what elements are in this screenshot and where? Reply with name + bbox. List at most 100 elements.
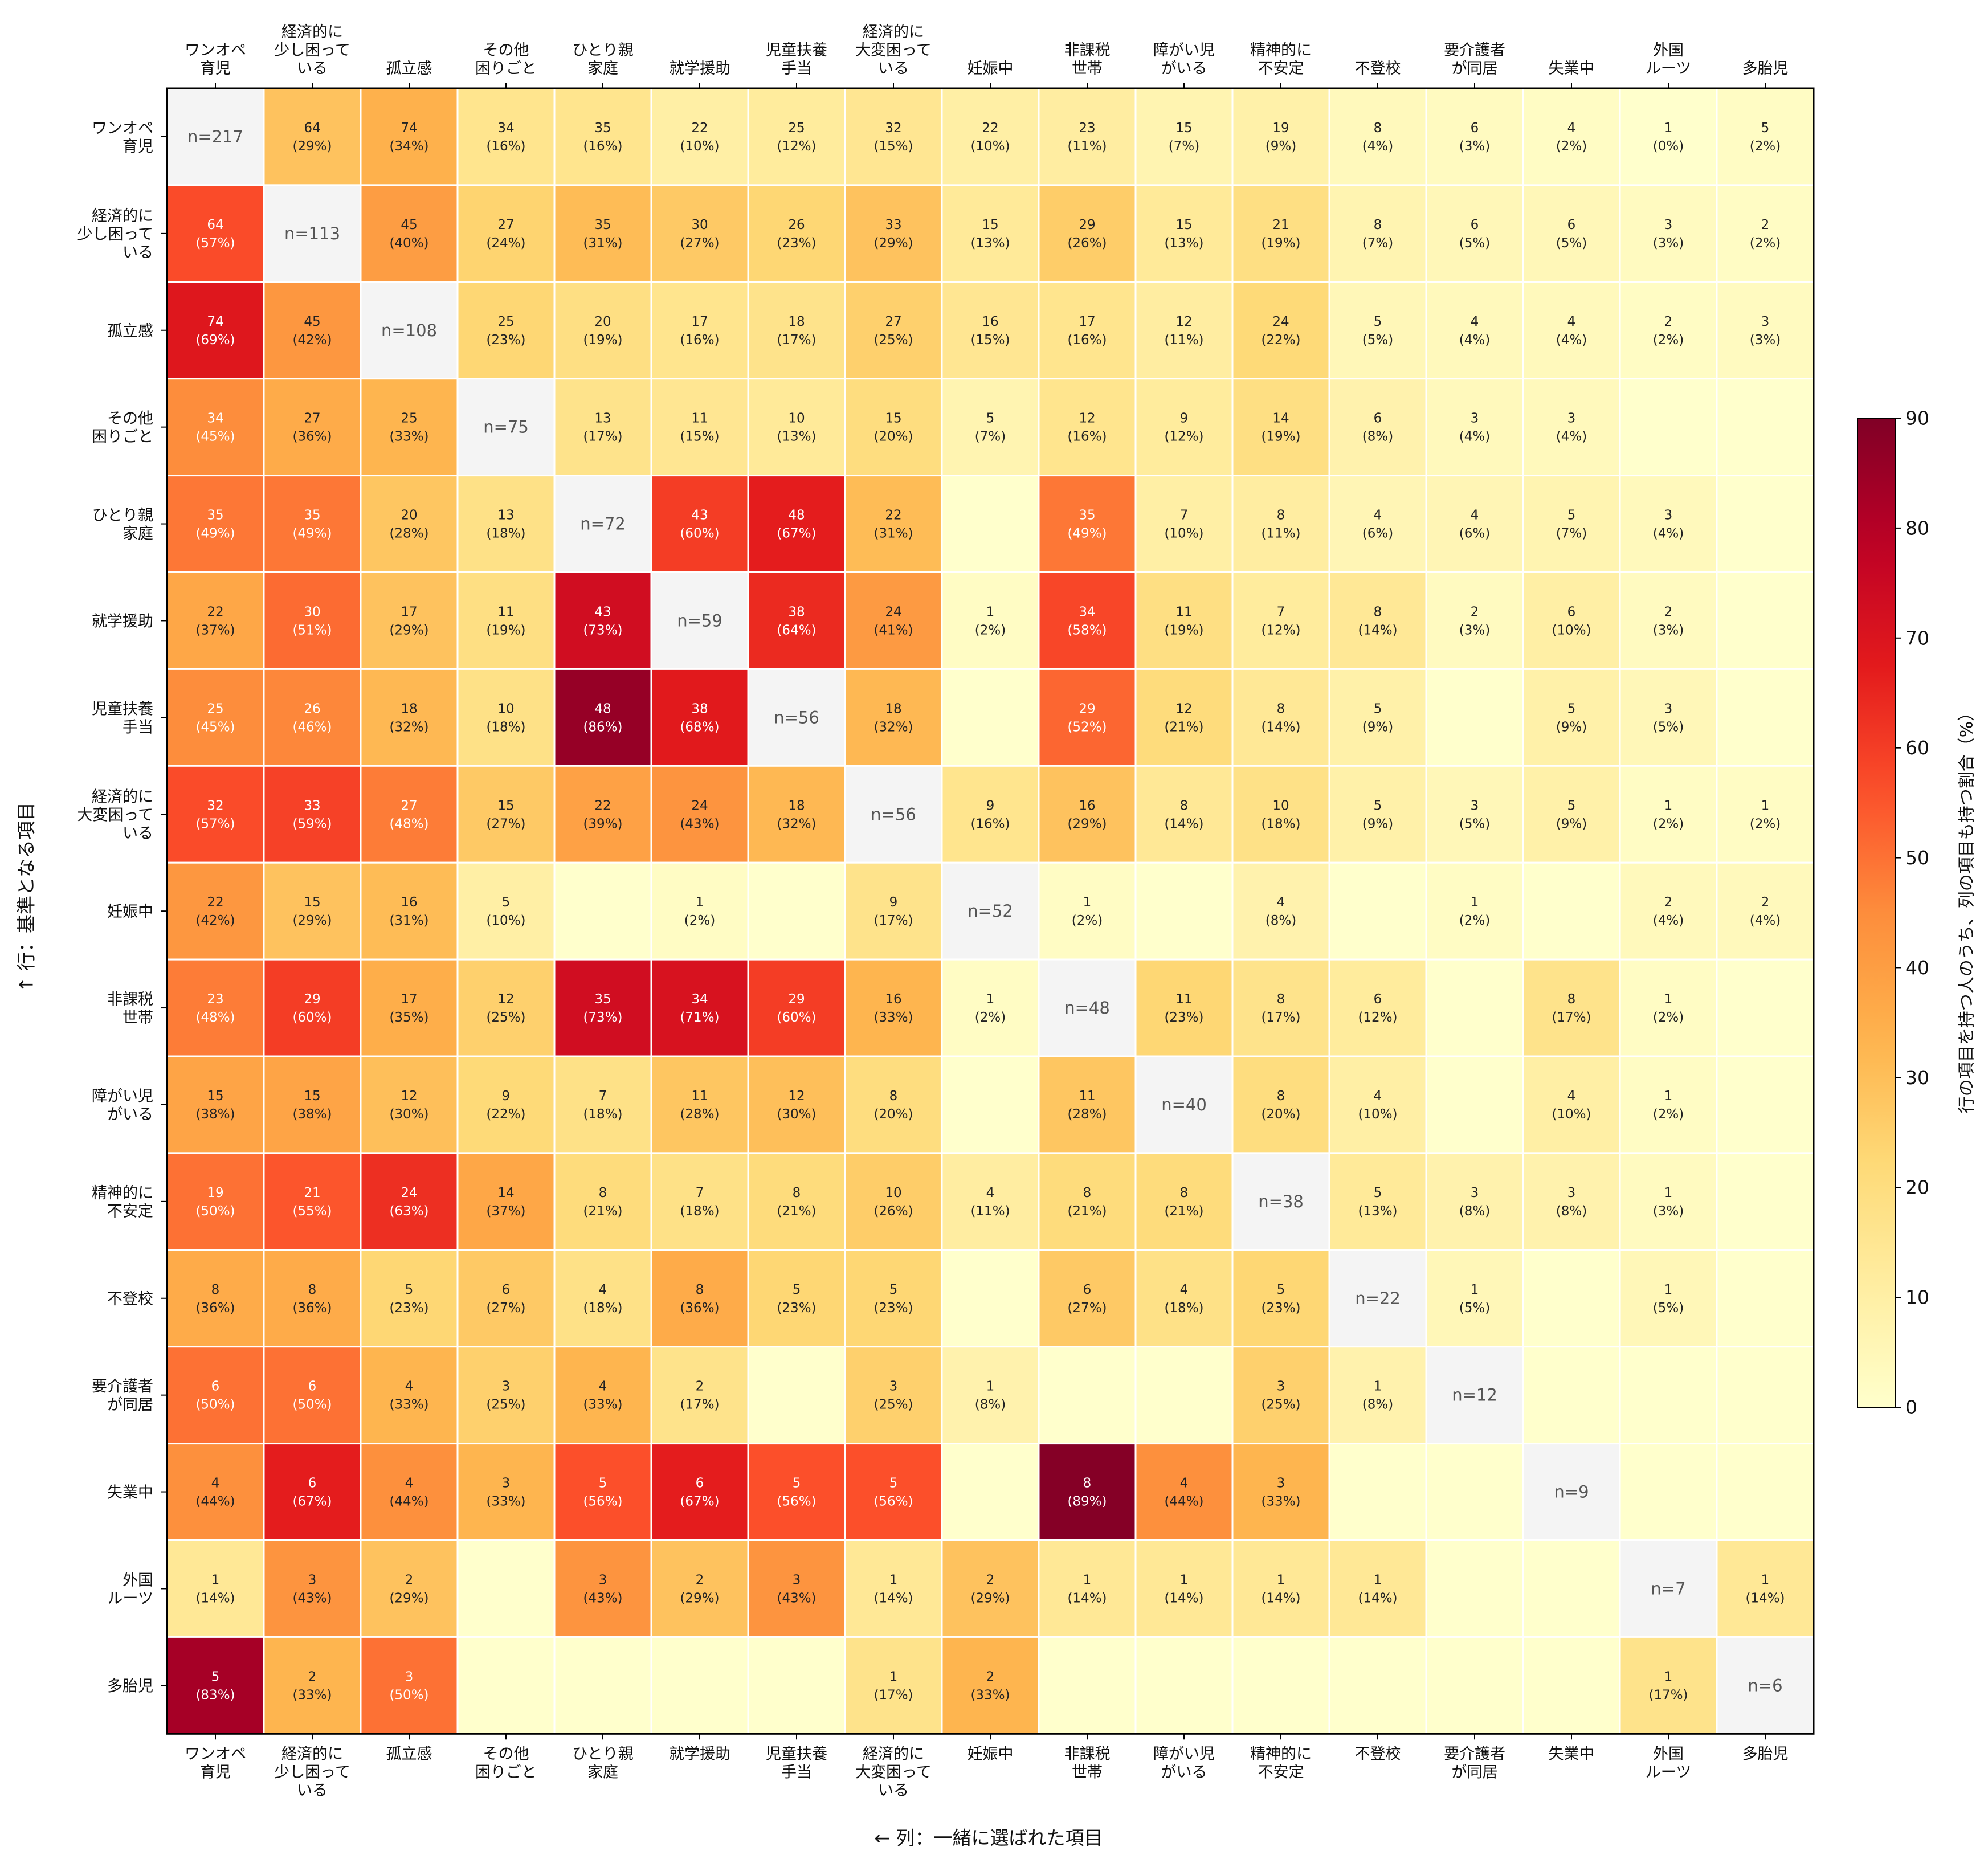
cell-percent-label: (22%) [486,1107,525,1122]
cell-percent-label: (41%) [873,623,913,638]
cell-count-label: 8 [889,1089,898,1104]
cell-count-label: 1 [889,1572,898,1587]
heatmap-cell [456,281,556,380]
heatmap-cell [166,571,265,670]
heatmap-cell [1134,281,1234,380]
heatmap-cell [1522,1539,1621,1638]
heatmap-cell [166,1539,265,1638]
cell-count-label: 20 [594,314,611,329]
bottom-column-tick-label: 要介護者が同居 [1444,1745,1505,1781]
heatmap-cell [1716,475,1815,573]
heatmap-cell [1231,1055,1330,1154]
heatmap-cell [747,1152,846,1251]
cell-count-label: 4 [1567,1089,1576,1104]
heatmap-cell [844,281,943,380]
cell-percent-label: (23%) [486,333,525,348]
cell-count-label: 33 [885,218,901,232]
cell-percent-label: (3%) [1750,333,1781,348]
bottom-column-tick-label: 多胎児 [1742,1745,1789,1763]
cell-count-label: 5 [405,1282,414,1297]
diagonal-cell [263,184,362,283]
heatmap-cell [360,1539,459,1638]
cell-count-label: 1 [1761,1572,1770,1587]
heatmap-cell [650,1443,749,1542]
cell-count-label: 5 [599,1476,607,1491]
cell-count-label: 5 [1374,701,1382,716]
heatmap-cell [166,1443,265,1542]
heatmap-cell [747,1249,846,1348]
cell-percent-label: (5%) [1459,236,1490,251]
cell-percent-label: (3%) [1459,623,1490,638]
cell-percent-label: (32%) [389,720,428,734]
heatmap-cell [844,958,943,1057]
cell-percent-label: (50%) [292,1398,332,1412]
cell-percent-label: (48%) [195,1010,235,1025]
heatmap-cell [1328,765,1427,864]
heatmap-cell [1716,1249,1815,1348]
cell-count-label: 3 [1567,1186,1576,1200]
heatmap-cell [941,1636,1040,1735]
heatmap-cell [1231,861,1330,961]
cell-count-label: 3 [1277,1476,1285,1491]
cell-percent-label: (20%) [1261,1107,1300,1122]
cell-count-label: 4 [1180,1282,1189,1297]
cell-count-label: 5 [211,1669,220,1684]
diagonal-n-label: n=12 [1452,1386,1497,1405]
cell-percent-label: (19%) [583,333,622,348]
heatmap-cell [1425,1249,1524,1348]
cell-percent-label: (71%) [680,1010,719,1025]
colorbar-tick-label: 0 [1905,1396,1917,1419]
axis-tick-labels: ワンオペ育児ワンオペ育児ワンオペ育児経済的に少し困っている経済的に少し困っている… [77,23,1788,1799]
heatmap-cell [1522,958,1621,1057]
cell-percent-label: (18%) [583,1301,622,1315]
cell-percent-label: (10%) [1552,1107,1591,1122]
cell-count-label: 27 [304,411,320,426]
cell-percent-label: (4%) [1653,526,1684,541]
cell-count-label: 43 [594,604,611,619]
cell-percent-label: (18%) [680,1204,719,1219]
heatmap-cell [263,1539,362,1638]
cell-percent-label: (50%) [195,1398,235,1412]
cell-count-label: 20 [401,508,417,523]
heatmap-cell [1328,184,1427,283]
cell-percent-label: (22%) [1261,333,1300,348]
heatmap-cell [941,668,1040,767]
heatmap-cell [1328,87,1427,186]
cell-percent-label: (44%) [195,1494,235,1509]
heatmap-cell [553,87,652,186]
colorbar-title: 行の項目を持つ人のうち、列の項目も持つ割合（%） [1957,704,1977,1114]
cell-count-label: 1 [1083,895,1092,910]
cell-count-label: 23 [207,992,223,1007]
cell-percent-label: (43%) [777,1591,816,1605]
cell-percent-label: (12%) [1358,1010,1397,1025]
cell-count-label: 1 [1664,992,1673,1007]
heatmap-cell [1038,571,1137,670]
cell-count-label: 2 [1664,314,1673,329]
heatmap-cell [747,184,846,283]
heatmap-cell [844,1249,943,1348]
heatmap-cell [650,765,749,864]
cell-count-label: 35 [594,121,611,136]
cell-count-label: 6 [1567,604,1576,619]
cell-percent-label: (14%) [1164,1591,1203,1605]
heatmap-cell [166,475,265,573]
heatmap-cell [166,958,265,1057]
heatmap-cell [1134,184,1234,283]
heatmap-cell [1231,1443,1330,1542]
cell-count-label: 1 [1083,1572,1092,1587]
heatmap-cell [553,668,652,767]
cell-count-label: 3 [599,1572,607,1587]
cell-percent-label: (3%) [1653,236,1684,251]
heatmap-cell [941,475,1040,573]
colorbar-tick-label: 10 [1905,1286,1929,1309]
cell-count-label: 26 [788,218,805,232]
cell-count-label: 32 [885,121,901,136]
cell-count-label: 6 [211,1379,220,1394]
cell-count-label: 25 [207,701,223,716]
cell-count-label: 11 [1175,604,1192,619]
cell-percent-label: (3%) [1653,1204,1684,1219]
heatmap-cell [553,1249,652,1348]
diagonal-n-label: n=75 [483,418,529,437]
diagonal-n-label: n=40 [1161,1095,1207,1114]
heatmap-cell [1522,87,1621,186]
